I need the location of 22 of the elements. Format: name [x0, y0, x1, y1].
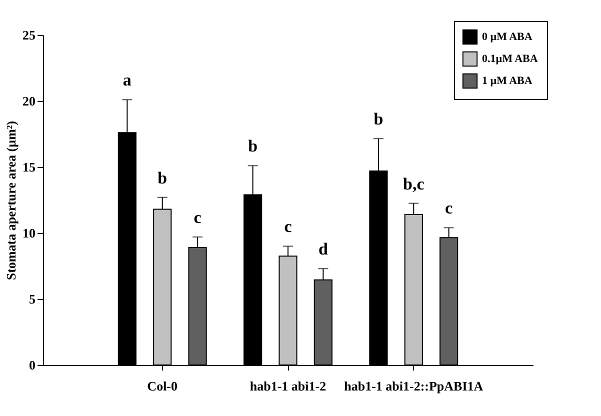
- y-tick-label: 25: [22, 28, 36, 42]
- annotation: c: [194, 208, 202, 227]
- legend-label: 0.1µM ABA: [482, 53, 538, 65]
- y-tick-label: 5: [29, 292, 36, 306]
- legend-label: 1 µM ABA: [482, 75, 532, 87]
- annotation: c: [284, 217, 292, 236]
- annotation: b: [158, 168, 168, 188]
- x-tick-label: hab1-1 abi1-2::PpABI1A: [344, 378, 484, 394]
- y-tick-label: 15: [22, 160, 36, 174]
- annotation: c: [445, 198, 454, 218]
- annotation: b,c: [403, 174, 425, 194]
- y-tick-label: 20: [22, 94, 36, 108]
- annotation: b: [374, 110, 384, 129]
- annotation: b: [248, 136, 258, 156]
- x-tick-label: hab1-1 abi1-2: [250, 378, 326, 394]
- y-axis-title: Stomata aperture area (µm²): [4, 120, 18, 280]
- annotation: d: [318, 240, 328, 259]
- annotation: a: [122, 70, 132, 90]
- y-tick-label: 10: [22, 226, 36, 240]
- legend-label: 0 µM ABA: [482, 31, 532, 43]
- y-tick-label: 0: [29, 358, 36, 372]
- x-tick-label: Col-0: [147, 378, 178, 394]
